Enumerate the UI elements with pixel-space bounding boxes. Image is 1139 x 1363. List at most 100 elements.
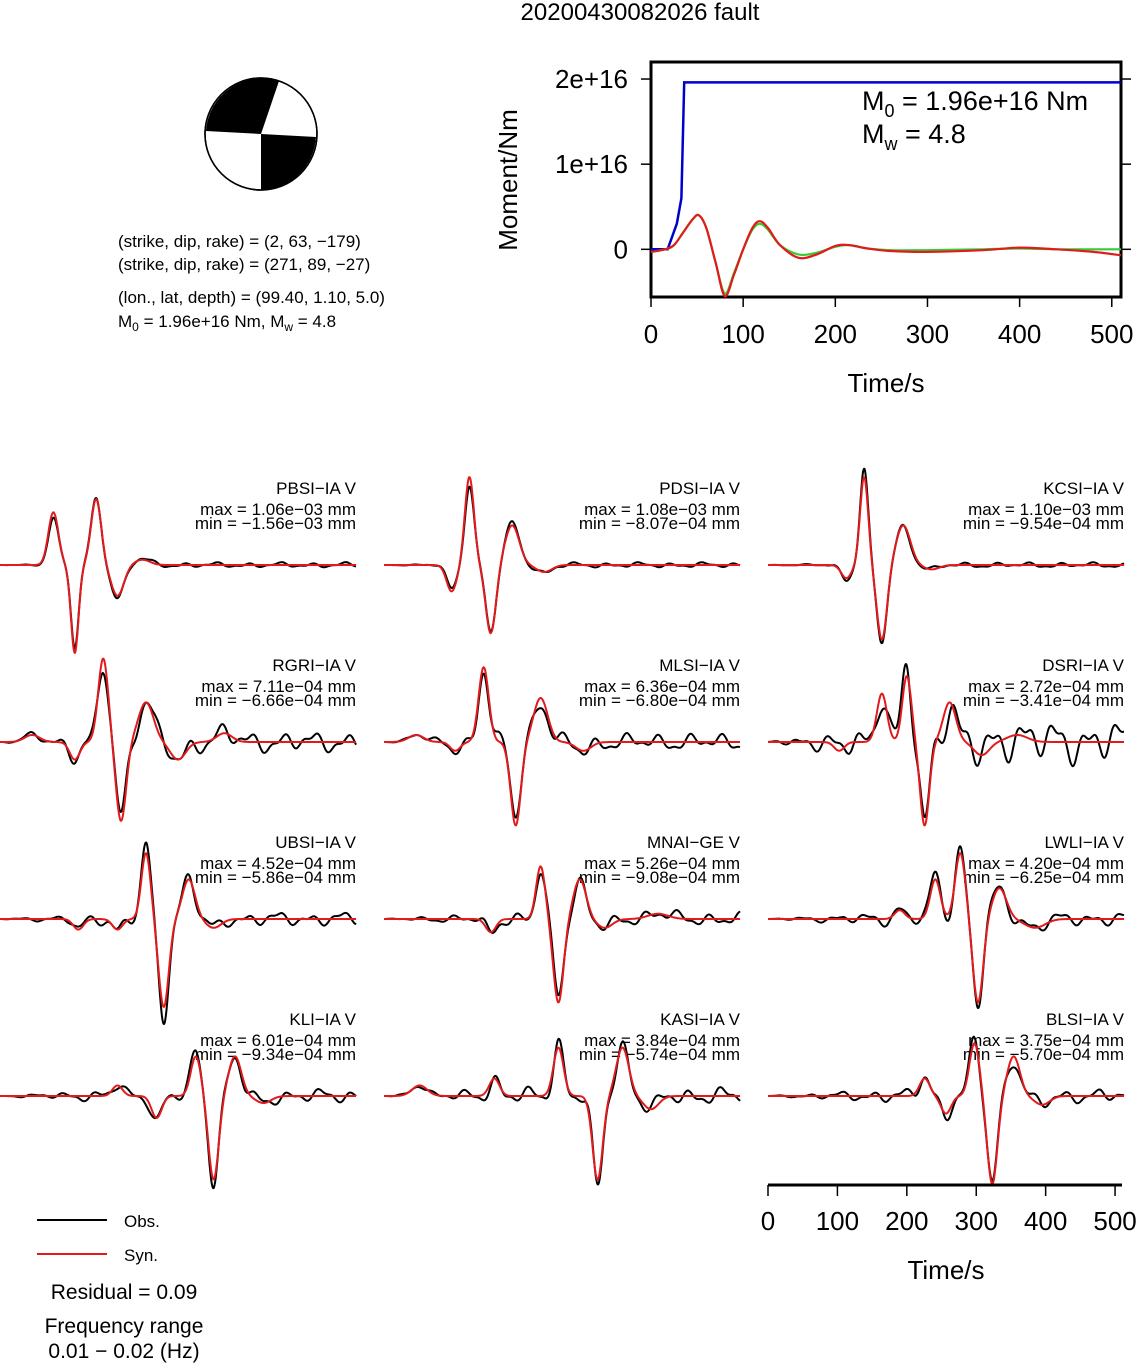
station-min: min = −3.41e−04 mm: [963, 691, 1124, 710]
figure-title: 20200430082026 fault: [521, 0, 760, 26]
waveform-x-tick-label: 100: [816, 1206, 859, 1236]
station-max: max = 2.72e−04 mm: [968, 677, 1124, 696]
moment-x-tick-label: 400: [998, 319, 1041, 349]
station-name: KASI−IA V: [660, 1010, 741, 1029]
observed-waveform: [767, 662, 1125, 819]
source-info: (strike, dip, rake) = (2, 63, −179) (str…: [118, 232, 385, 334]
moment-y-tick-label: 0: [614, 234, 628, 264]
synthetic-waveform: [0, 1055, 356, 1181]
synthetic-waveform: [767, 675, 1124, 827]
beachball-quadrant-nw: [206, 78, 279, 134]
moment-plot-m0-label: M0 = 1.96e+16 Nm: [862, 86, 1088, 121]
station-max: max = 6.01e−04 mm: [200, 1031, 356, 1050]
station-min: min = −9.34e−04 mm: [195, 1045, 356, 1064]
station-max: max = 3.84e−04 mm: [584, 1031, 740, 1050]
station-name: PDSI−IA V: [659, 479, 740, 498]
station-max: max = 5.26e−04 mm: [584, 854, 740, 873]
frequency-range-value: 0.01 − 0.02 (Hz): [48, 1340, 199, 1363]
waveform-time-axis: Time/s 0 100 200 300 400 500: [761, 1183, 1137, 1285]
station-max: max = 3.75e−04 mm: [968, 1031, 1124, 1050]
beachball-border: [204, 77, 318, 191]
station-max: max = 4.52e−04 mm: [200, 854, 356, 873]
station-max: max = 1.10e−03 mm: [968, 500, 1124, 519]
frequency-range-title: Frequency range: [45, 1315, 204, 1338]
residual-label: Residual = 0.09: [51, 1281, 198, 1304]
synthetic-waveform: [383, 865, 740, 1004]
station-name: DSRI−IA V: [1042, 656, 1124, 675]
moment-plot: Moment/Nm Time/s 0 1e+16 2e+16 0 100 200 300 40…: [493, 60, 1133, 398]
lon-lat-depth: (lon., lat, depth) = (99.40, 1.10, 5.0): [118, 288, 385, 307]
station-name: KLI−IA V: [289, 1010, 356, 1029]
station-max: max = 7.11e−04 mm: [201, 677, 356, 696]
legend: Obs. Syn. Residual = 0.09 Frequency rang…: [37, 1212, 203, 1363]
station-min: min = −6.25e−04 mm: [963, 868, 1124, 887]
legend-syn-label: Syn.: [124, 1246, 158, 1265]
moment-rate-red-line: [650, 213, 1122, 298]
moment-plot-frame: [649, 60, 1123, 299]
waveform-x-tick-label: 500: [1093, 1206, 1136, 1236]
station-min: min = −6.80e−04 mm: [579, 691, 740, 710]
synthetic-waveform: [767, 1042, 1124, 1185]
moment-magnitude-info: M0 = 1.96e+16 Nm, Mw = 4.8: [118, 312, 336, 334]
synthetic-waveform: [767, 476, 1124, 641]
moment-x-tick-label: 0: [644, 319, 658, 349]
moment-rate-green-line: [650, 213, 1121, 295]
station-name: MLSI−IA V: [659, 656, 740, 675]
station-max: max = 6.36e−04 mm: [584, 677, 740, 696]
station-min: min = −5.86e−04 mm: [195, 868, 356, 887]
synthetic-waveform: [0, 657, 356, 822]
strike-dip-rake-1: (strike, dip, rake) = (2, 63, −179): [118, 232, 361, 251]
moment-y-tick-label: 1e+16: [555, 149, 628, 179]
station-name: LWLI−IA V: [1044, 833, 1124, 852]
moment-x-tick-label: 200: [814, 319, 857, 349]
moment-plot-xlabel: Time/s: [847, 368, 924, 398]
moment-x-tick-label: 500: [1090, 319, 1133, 349]
synthetic-waveform: [383, 476, 740, 635]
moment-x-tick-label: 300: [906, 319, 949, 349]
waveform-x-tick-label: 200: [885, 1206, 928, 1236]
strike-dip-rake-2: (strike, dip, rake) = (271, 89, −27): [118, 255, 370, 274]
station-name: MNAI−GE V: [647, 833, 741, 852]
station-max: max = 4.20e−04 mm: [968, 854, 1124, 873]
focal-mechanism-beachball: [204, 77, 318, 191]
waveform-axis-xlabel: Time/s: [907, 1255, 984, 1285]
station-min: min = −8.07e−04 mm: [579, 514, 740, 533]
beachball-quadrant-se: [261, 134, 316, 190]
station-name: KCSI−IA V: [1043, 479, 1124, 498]
observed-waveform: [0, 1049, 357, 1190]
station-name: BLSI−IA V: [1046, 1010, 1125, 1029]
station-min: min = −9.54e−04 mm: [963, 514, 1124, 533]
station-min: min = −5.74e−04 mm: [579, 1045, 740, 1064]
moment-plot-mw-label: Mw = 4.8: [862, 119, 966, 154]
synthetic-waveform: [0, 852, 356, 1008]
moment-x-tick-label: 100: [721, 319, 764, 349]
station-min: min = −9.08e−04 mm: [579, 868, 740, 887]
moment-y-tick-label: 2e+16: [555, 64, 628, 94]
station-name: RGRI−IA V: [272, 656, 356, 675]
waveform-x-tick-label: 400: [1024, 1206, 1067, 1236]
station-min: min = −1.56e−03 mm: [195, 514, 356, 533]
synthetic-waveform: [0, 498, 356, 654]
synthetic-waveform: [383, 1046, 740, 1181]
waveform-x-tick-label: 300: [955, 1206, 998, 1236]
station-min: min = −5.70e−04 mm: [963, 1045, 1124, 1064]
moment-plot-ylabel: Moment/Nm: [493, 109, 523, 251]
station-min: min = −6.66e−04 mm: [195, 691, 356, 710]
station-name: UBSI−IA V: [275, 833, 356, 852]
station-name: PBSI−IA V: [276, 479, 357, 498]
legend-obs-label: Obs.: [124, 1212, 160, 1231]
